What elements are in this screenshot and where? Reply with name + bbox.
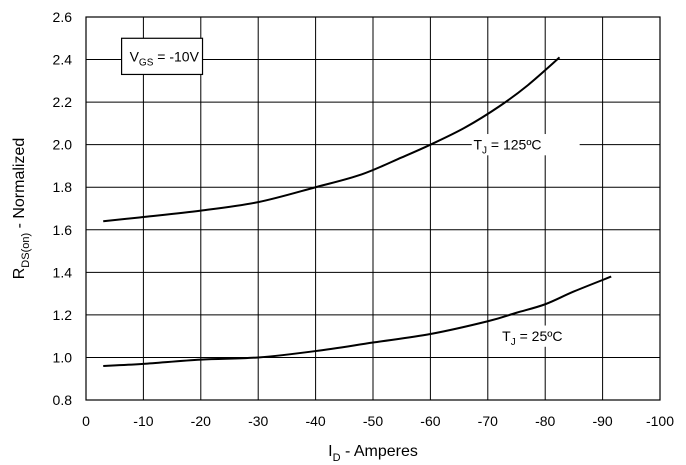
series-label-125c: TJ = 125ºC <box>473 137 541 157</box>
condition-label: VGS = -10V <box>130 48 200 68</box>
x-tick-label: -70 <box>478 413 498 429</box>
plot-frame <box>85 16 661 401</box>
x-tick-label: -90 <box>592 413 612 429</box>
y-tick-label: 1.4 <box>53 264 73 280</box>
y-axis-title: RDS(on) - Normalized <box>11 138 32 280</box>
x-tick-label: -20 <box>191 413 211 429</box>
y-tick-label: 2.6 <box>53 9 73 25</box>
x-tick-label: -60 <box>420 413 440 429</box>
x-tick-label: -30 <box>248 413 268 429</box>
series-line-25c <box>103 275 612 367</box>
y-tick-label: 2.0 <box>53 137 73 153</box>
series-label-bg-125c <box>471 134 580 156</box>
y-tick-label: 2.4 <box>53 52 73 68</box>
condition-box <box>120 37 204 76</box>
series-line-125c <box>103 56 561 223</box>
y-tick-label: 1.2 <box>53 307 73 323</box>
y-tick-labels: 0.8 1.0 1.2 1.4 1.6 1.8 2.0 2.2 2.4 2.6 <box>53 9 73 408</box>
x-tick-label: 0 <box>82 413 90 429</box>
x-tick-label: -40 <box>305 413 325 429</box>
y-tick-label: 1.0 <box>53 349 73 365</box>
x-axis-title: ID - Amperes <box>328 443 418 464</box>
x-tick-labels: 0 -10 -20 -30 -40 -50 -60 -70 -80 -90 -100 <box>82 413 674 429</box>
x-tick-label: -50 <box>363 413 383 429</box>
series-label-bg-25c <box>500 325 592 347</box>
y-tick-label: 1.8 <box>53 179 73 195</box>
y-tick-label: 2.2 <box>53 94 73 110</box>
y-tick-label: 1.6 <box>53 222 73 238</box>
curves <box>103 56 612 367</box>
x-tick-label: -100 <box>646 413 674 429</box>
series-label-25c: TJ = 25ºC <box>502 328 562 348</box>
y-tick-label: 0.8 <box>53 392 73 408</box>
x-tick-label: -10 <box>133 413 153 429</box>
x-tick-label: -80 <box>535 413 555 429</box>
